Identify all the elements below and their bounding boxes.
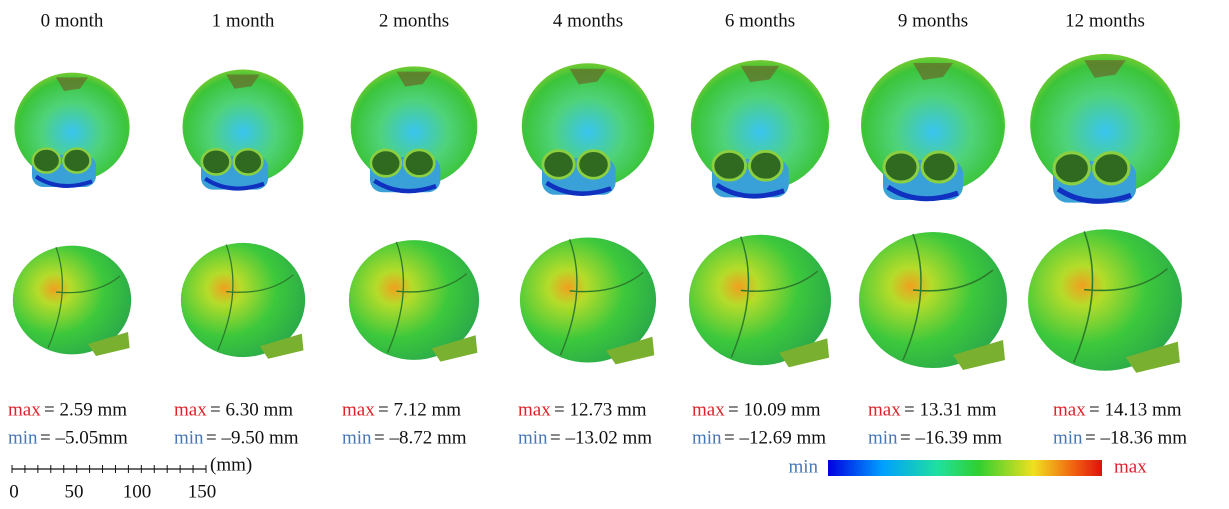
scale-tick-label: 100	[123, 481, 152, 502]
min-label: min	[8, 427, 38, 448]
max-label: max	[868, 399, 901, 420]
skull-side	[859, 232, 1007, 370]
eye-socket	[713, 151, 746, 180]
max-value: = 6.30 mm	[210, 399, 293, 420]
column: 2 months max= 7.12 mm min= –8.72 mm	[342, 10, 479, 448]
eye-socket	[884, 152, 918, 182]
eye-socket	[543, 151, 574, 179]
min-label: min	[692, 427, 722, 448]
max-label: max	[1053, 399, 1086, 420]
max-label: max	[692, 399, 725, 420]
max-label: max	[8, 399, 41, 420]
min-label: min	[518, 427, 548, 448]
colorbar-max: max	[1114, 456, 1147, 477]
min-value: = –16.39 mm	[900, 427, 1002, 448]
colorbar: min max	[788, 456, 1147, 477]
skull-front	[183, 69, 304, 189]
min-label: min	[868, 427, 898, 448]
min-value: = –12.69 mm	[724, 427, 826, 448]
column: 4 months max= 12.73 mm min= –13.02 mm	[518, 10, 656, 448]
skull-side	[13, 246, 131, 356]
column-title: 4 months	[553, 10, 623, 31]
column: 1 month max= 6.30 mm min= –9.50 mm	[174, 10, 305, 448]
max-label: max	[518, 399, 551, 420]
column-title: 2 months	[379, 10, 449, 31]
skull-side	[1028, 229, 1182, 373]
eye-socket	[404, 150, 434, 176]
max-value: = 7.12 mm	[378, 399, 461, 420]
max-value: = 13.31 mm	[904, 399, 997, 420]
min-value: = –5.05mm	[40, 427, 128, 448]
eye-socket	[33, 149, 60, 173]
skull-front	[861, 57, 1005, 200]
scale-tick-label: 50	[65, 481, 84, 502]
max-value: = 12.73 mm	[554, 399, 647, 420]
colorbar-min: min	[788, 456, 818, 477]
scale-tick-label: 150	[188, 481, 217, 502]
skull-side	[349, 240, 479, 361]
eye-socket	[578, 151, 609, 179]
column-title: 1 month	[212, 10, 275, 31]
min-label: min	[342, 427, 372, 448]
column: 9 months max= 13.31 mm min= –16.39 mm	[859, 10, 1007, 448]
min-value: = –8.72 mm	[374, 427, 467, 448]
column: 12 months max= 14.13 mm min= –18.36 mm	[1028, 10, 1187, 448]
eye-socket	[1094, 153, 1129, 184]
colorbar-gradient	[828, 460, 1102, 476]
skull-front	[522, 63, 654, 195]
eye-socket	[234, 149, 263, 174]
min-label: min	[174, 427, 204, 448]
skull-side	[689, 235, 831, 367]
scale-unit: (mm)	[210, 454, 252, 475]
column-title: 9 months	[898, 10, 968, 31]
max-value: = 2.59 mm	[44, 399, 127, 420]
column-title: 6 months	[725, 10, 795, 31]
column-title: 0 month	[41, 10, 104, 31]
scale-tick-label: 0	[9, 481, 19, 502]
min-value: = –18.36 mm	[1085, 427, 1187, 448]
max-value: = 14.13 mm	[1089, 399, 1182, 420]
max-label: max	[174, 399, 207, 420]
skull-front	[351, 66, 478, 192]
skull-front	[1030, 54, 1180, 203]
max-label: max	[342, 399, 375, 420]
skull-front	[691, 60, 829, 197]
eye-socket	[371, 150, 401, 176]
column: 0 month max= 2.59 mm min= –5.05mm	[8, 10, 131, 448]
eye-socket	[202, 149, 231, 174]
min-value: = –13.02 mm	[550, 427, 652, 448]
column: 6 months max= 10.09 mm min= –12.69 mm	[689, 10, 831, 448]
eye-socket	[749, 151, 782, 180]
skull-front	[14, 73, 129, 187]
min-label: min	[1053, 427, 1083, 448]
skull-side	[181, 243, 305, 359]
column-title: 12 months	[1065, 10, 1145, 31]
scale-bar: (mm) 0 50 100 150	[9, 454, 252, 502]
max-value: = 10.09 mm	[728, 399, 821, 420]
skull-side	[520, 237, 656, 364]
eye-socket	[922, 152, 956, 182]
eye-socket	[63, 149, 90, 173]
eye-socket	[1054, 153, 1089, 184]
figure: 0 monthmax= 2.59 mmmin= –5.05mm1 monthma…	[0, 0, 1229, 504]
min-value: = –9.50 mm	[206, 427, 299, 448]
